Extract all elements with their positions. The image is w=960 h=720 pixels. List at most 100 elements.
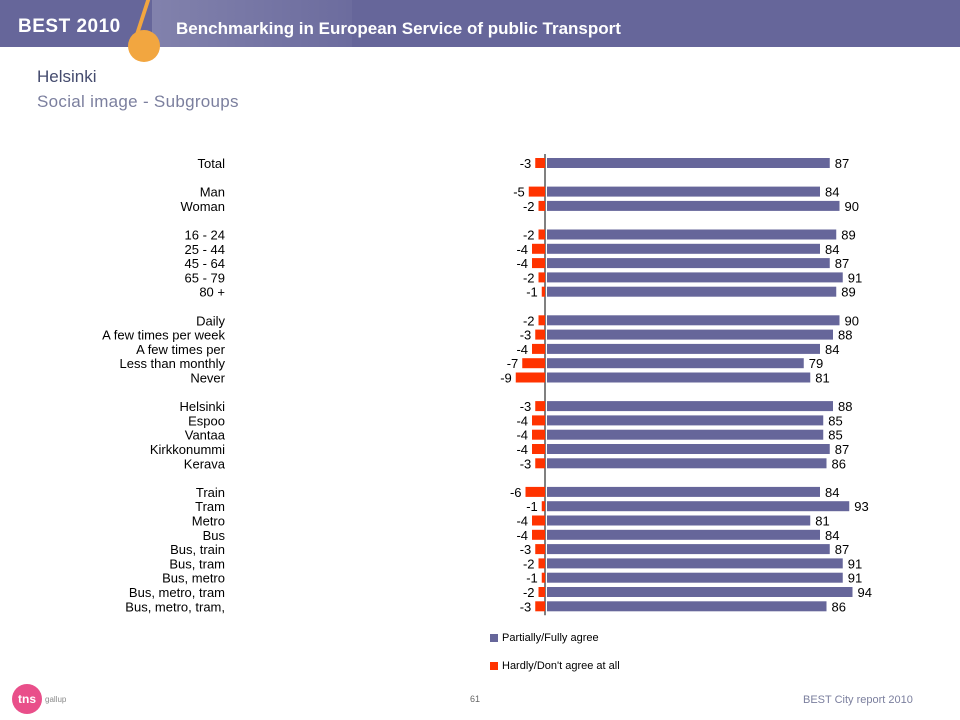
legend-item-disagree: Hardly/Don't agree at all — [490, 660, 620, 672]
category-label: 80 + — [199, 285, 225, 300]
disagree-value-label: -7 — [507, 356, 519, 371]
disagree-bar — [532, 529, 545, 540]
disagree-bar — [538, 587, 545, 597]
agree-value-label: 91 — [848, 571, 862, 586]
category-label: 45 - 64 — [185, 256, 225, 271]
disagree-bar — [535, 158, 545, 168]
category-label: 25 - 44 — [185, 242, 225, 257]
header-bar: BEST 2010 Benchmarking in European Servi… — [0, 0, 960, 47]
agree-value-label: 85 — [828, 428, 842, 443]
category-label: Helsinki — [179, 399, 225, 414]
agree-bar — [547, 200, 840, 211]
legend-swatch-disagree — [490, 662, 498, 670]
page-title: Helsinki — [37, 67, 97, 86]
agree-bar — [547, 401, 833, 412]
category-label: Woman — [180, 199, 225, 214]
disagree-bar — [535, 601, 545, 612]
disagree-value-label: -1 — [526, 571, 538, 586]
category-label: A few times per week — [102, 328, 225, 343]
disagree-value-label: -4 — [516, 242, 528, 257]
category-label: 65 - 79 — [185, 270, 225, 285]
category-label: Kirkkonummi — [150, 442, 225, 457]
page-number: 61 — [470, 694, 481, 704]
agree-value-label: 88 — [838, 399, 852, 414]
disagree-value-label: -2 — [523, 585, 535, 600]
agree-bar — [547, 458, 827, 469]
agree-value-label: 84 — [825, 485, 839, 500]
brand-logo: BEST 2010 — [18, 16, 121, 37]
agree-value-label: 91 — [848, 270, 862, 285]
agree-value-label: 84 — [825, 242, 839, 257]
agree-value-label: 90 — [845, 313, 859, 328]
category-label: Tram — [195, 499, 225, 514]
disagree-value-label: -2 — [523, 228, 535, 243]
agree-bar — [547, 558, 843, 569]
agree-value-label: 87 — [835, 156, 849, 171]
agree-value-label: 87 — [835, 542, 849, 557]
agree-bar — [547, 272, 843, 283]
agree-bar — [547, 343, 820, 354]
category-label: Metro — [192, 514, 225, 529]
disagree-bar — [522, 358, 545, 369]
category-label: Less than monthly — [119, 356, 225, 371]
disagree-bar — [538, 229, 545, 240]
disagree-value-label: -6 — [510, 485, 522, 500]
agree-bar — [547, 158, 830, 168]
category-label: A few times per — [136, 342, 226, 357]
disagree-value-label: -2 — [523, 556, 535, 571]
legend-item-agree: Partially/Fully agree — [490, 632, 599, 644]
agree-bar — [547, 486, 820, 497]
header-title: Benchmarking in European Service of publ… — [176, 19, 621, 38]
category-label: Bus, train — [170, 542, 225, 557]
agree-value-label: 84 — [825, 185, 839, 200]
legend-label-disagree: Hardly/Don't agree at all — [502, 660, 620, 672]
disagree-value-label: -9 — [500, 371, 512, 386]
category-label: Daily — [196, 313, 225, 328]
category-label: Bus, tram — [169, 556, 225, 571]
disagree-value-label: -3 — [520, 542, 532, 557]
agree-value-label: 88 — [838, 328, 852, 343]
agree-bar — [547, 444, 830, 454]
agree-value-label: 79 — [809, 356, 823, 371]
agree-bar — [547, 587, 853, 597]
disagree-bar — [538, 200, 545, 211]
agree-value-label: 84 — [825, 528, 839, 543]
disagree-value-label: -4 — [516, 528, 528, 543]
agree-bar — [547, 529, 820, 540]
agree-value-label: 84 — [825, 342, 839, 357]
disagree-bar — [538, 272, 545, 283]
disagree-value-label: -2 — [523, 199, 535, 214]
agree-bar — [547, 501, 850, 512]
agree-value-label: 86 — [832, 599, 846, 614]
agree-value-label: 81 — [815, 371, 829, 386]
category-label: Train — [196, 485, 225, 500]
agree-value-label: 87 — [835, 442, 849, 457]
tns-logo: tns — [12, 684, 42, 714]
agree-value-label: 86 — [832, 456, 846, 471]
disagree-bar — [532, 415, 545, 426]
agree-bar — [547, 186, 820, 197]
disagree-bar — [532, 429, 545, 440]
header-photo — [152, 0, 352, 47]
agree-value-label: 90 — [845, 199, 859, 214]
agree-value-label: 81 — [815, 514, 829, 529]
disagree-bar — [532, 258, 545, 269]
category-label: Man — [200, 185, 225, 200]
disagree-value-label: -3 — [520, 328, 532, 343]
agree-bar — [547, 429, 824, 440]
disagree-value-label: -5 — [513, 185, 525, 200]
disagree-value-label: -2 — [523, 270, 535, 285]
agree-bar — [547, 229, 837, 240]
disagree-value-label: -1 — [526, 499, 538, 514]
disagree-bar — [532, 243, 545, 254]
category-label: Vantaa — [185, 428, 226, 443]
disagree-bar — [515, 372, 545, 383]
category-label: Never — [190, 371, 225, 386]
disagree-bar — [528, 186, 545, 197]
disagree-value-label: -4 — [516, 442, 528, 457]
agree-bar — [547, 515, 811, 526]
gallup-logo-text: gallup — [45, 695, 67, 704]
category-label: Bus, metro — [162, 571, 225, 586]
disagree-value-label: -4 — [516, 413, 528, 428]
disagree-bar — [535, 401, 545, 412]
